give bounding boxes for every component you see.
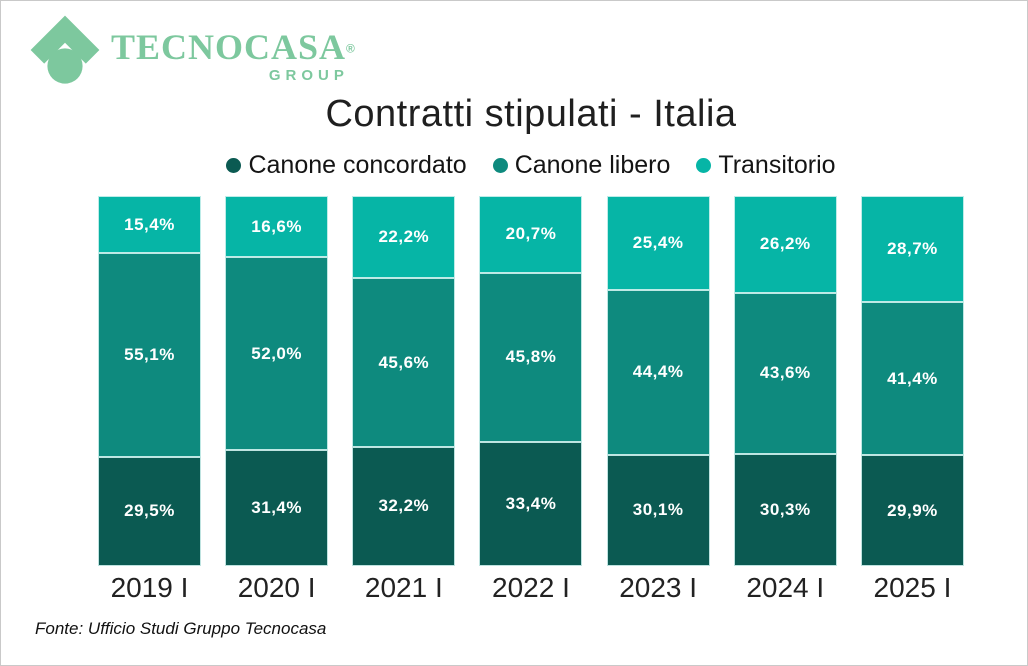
bar-segment-label: 25,4%: [632, 233, 684, 253]
bar-segment-label: 43,6%: [759, 363, 811, 383]
bar-segment-label: 52,0%: [251, 343, 302, 363]
legend-dot-icon: [226, 158, 242, 173]
bar-column: 30,1% 44,4% 25,4% 2023 I: [595, 196, 722, 608]
bar-segment-label: 30,1%: [632, 500, 684, 520]
bar-stack: 29,9% 41,4% 28,7%: [860, 196, 964, 566]
bar-segment: 26,2%: [733, 196, 837, 293]
x-axis-label: 2019 I: [110, 572, 189, 603]
logo-group-text: GROUP: [268, 67, 349, 84]
bar-segment: 45,8%: [479, 272, 583, 443]
bar-segment: 20,7%: [479, 196, 583, 273]
bar-segment: 30,3%: [733, 454, 837, 566]
x-axis-label: 2020 I: [237, 572, 316, 603]
tecnocasa-logo: TECNOCASA® GROUP: [29, 13, 355, 87]
legend-dot-icon: [696, 158, 712, 173]
bar-column: 31,4% 52,0% 16,6% 2020 I: [213, 196, 340, 608]
bar-segment: 52,0%: [225, 257, 329, 450]
legend-item: Canone libero: [492, 151, 671, 180]
tecnocasa-house-icon: [30, 15, 100, 84]
bar-column: 29,5% 55,1% 15,4% 2019 I: [86, 196, 213, 608]
legend-dot-icon: [492, 158, 508, 173]
bar-column: 30,3% 43,6% 26,2% 2024 I: [722, 196, 849, 608]
bar-segment: 29,9%: [860, 455, 964, 566]
bar-segment: 41,4%: [860, 302, 964, 456]
bar-segment: 15,4%: [98, 196, 201, 253]
bar-segment: 43,6%: [733, 292, 837, 455]
bar-segment-label: 33,4%: [505, 494, 557, 514]
bar-segment-label: 44,4%: [632, 362, 684, 382]
legend-item: Transitorio: [696, 151, 836, 180]
bar-segment-label: 55,1%: [124, 344, 175, 364]
stacked-bar-chart: 29,5% 55,1% 15,4% 2019 I 31,4% 52,0% 16,6% 2020…: [86, 196, 976, 608]
bar-segment-label: 15,4%: [124, 214, 175, 234]
source-note: Fonte: Ufficio Studi Gruppo Tecnocasa: [35, 619, 327, 638]
bar-segment: 31,4%: [225, 449, 329, 566]
bar-segment: 22,2%: [352, 196, 456, 279]
bar-segment-label: 28,7%: [887, 239, 938, 259]
bar-stack: 31,4% 52,0% 16,6%: [225, 196, 329, 566]
bar-stack: 32,2% 45,6% 22,2%: [352, 196, 456, 566]
bar-segment-label: 16,6%: [251, 216, 302, 236]
bar-stack: 30,1% 44,4% 25,4%: [606, 196, 710, 566]
legend-item: Canone concordato: [226, 151, 467, 180]
bar-segment: 55,1%: [98, 253, 201, 457]
legend-label: Transitorio: [718, 151, 836, 179]
bar-segment-label: 41,4%: [887, 368, 938, 388]
x-axis-label: 2024 I: [746, 572, 825, 603]
chart-title: Contratti stipulati - Italia: [325, 93, 737, 135]
x-axis-label: 2025 I: [873, 572, 952, 603]
bar-segment-label: 29,9%: [887, 500, 938, 520]
bar-segment-label: 45,8%: [505, 347, 557, 367]
bar-segment: 25,4%: [606, 196, 710, 291]
bar-segment-label: 30,3%: [759, 500, 811, 519]
legend-label: Canone concordato: [248, 151, 467, 179]
bar-segment: 44,4%: [606, 290, 710, 455]
bar-stack: 29,5% 55,1% 15,4%: [98, 196, 201, 566]
bar-segment: 30,1%: [606, 454, 710, 566]
bar-segment-label: 32,2%: [378, 496, 430, 516]
legend-label: Canone libero: [514, 151, 671, 179]
bar-segment-label: 45,6%: [378, 352, 430, 372]
bar-stack: 33,4% 45,8% 20,7%: [479, 196, 583, 566]
x-axis-label: 2022 I: [492, 572, 570, 603]
bar-segment: 33,4%: [479, 442, 583, 566]
tecnocasa-wordmark: TECNOCASA® GROUP: [111, 13, 355, 84]
bar-stack: 30,3% 43,6% 26,2%: [733, 196, 837, 566]
logo-brand-text: TECNOCASA: [111, 27, 347, 67]
bar-segment: 29,5%: [98, 456, 201, 566]
bar-segment-label: 29,5%: [124, 501, 175, 521]
bar-segment: 45,6%: [352, 278, 456, 447]
bar-segment: 16,6%: [225, 196, 329, 258]
bar-segment-label: 31,4%: [251, 497, 302, 517]
bar-segment-label: 22,2%: [378, 227, 430, 247]
bar-segment-label: 26,2%: [759, 234, 811, 254]
bar-column: 33,4% 45,8% 20,7% 2022 I: [467, 196, 594, 608]
bar-column: 32,2% 45,6% 22,2% 2021 I: [340, 196, 467, 608]
x-axis-label: 2021 I: [364, 572, 443, 603]
registered-mark: ®: [346, 41, 355, 56]
x-axis-label: 2023 I: [619, 572, 698, 603]
bar-segment: 32,2%: [352, 446, 456, 566]
bar-segment: 28,7%: [860, 196, 964, 303]
chart-legend: Canone concordato Canone libero Transitori…: [35, 151, 1027, 180]
bar-column: 29,9% 41,4% 28,7% 2025 I: [849, 196, 976, 608]
bar-segment-label: 20,7%: [505, 224, 557, 244]
